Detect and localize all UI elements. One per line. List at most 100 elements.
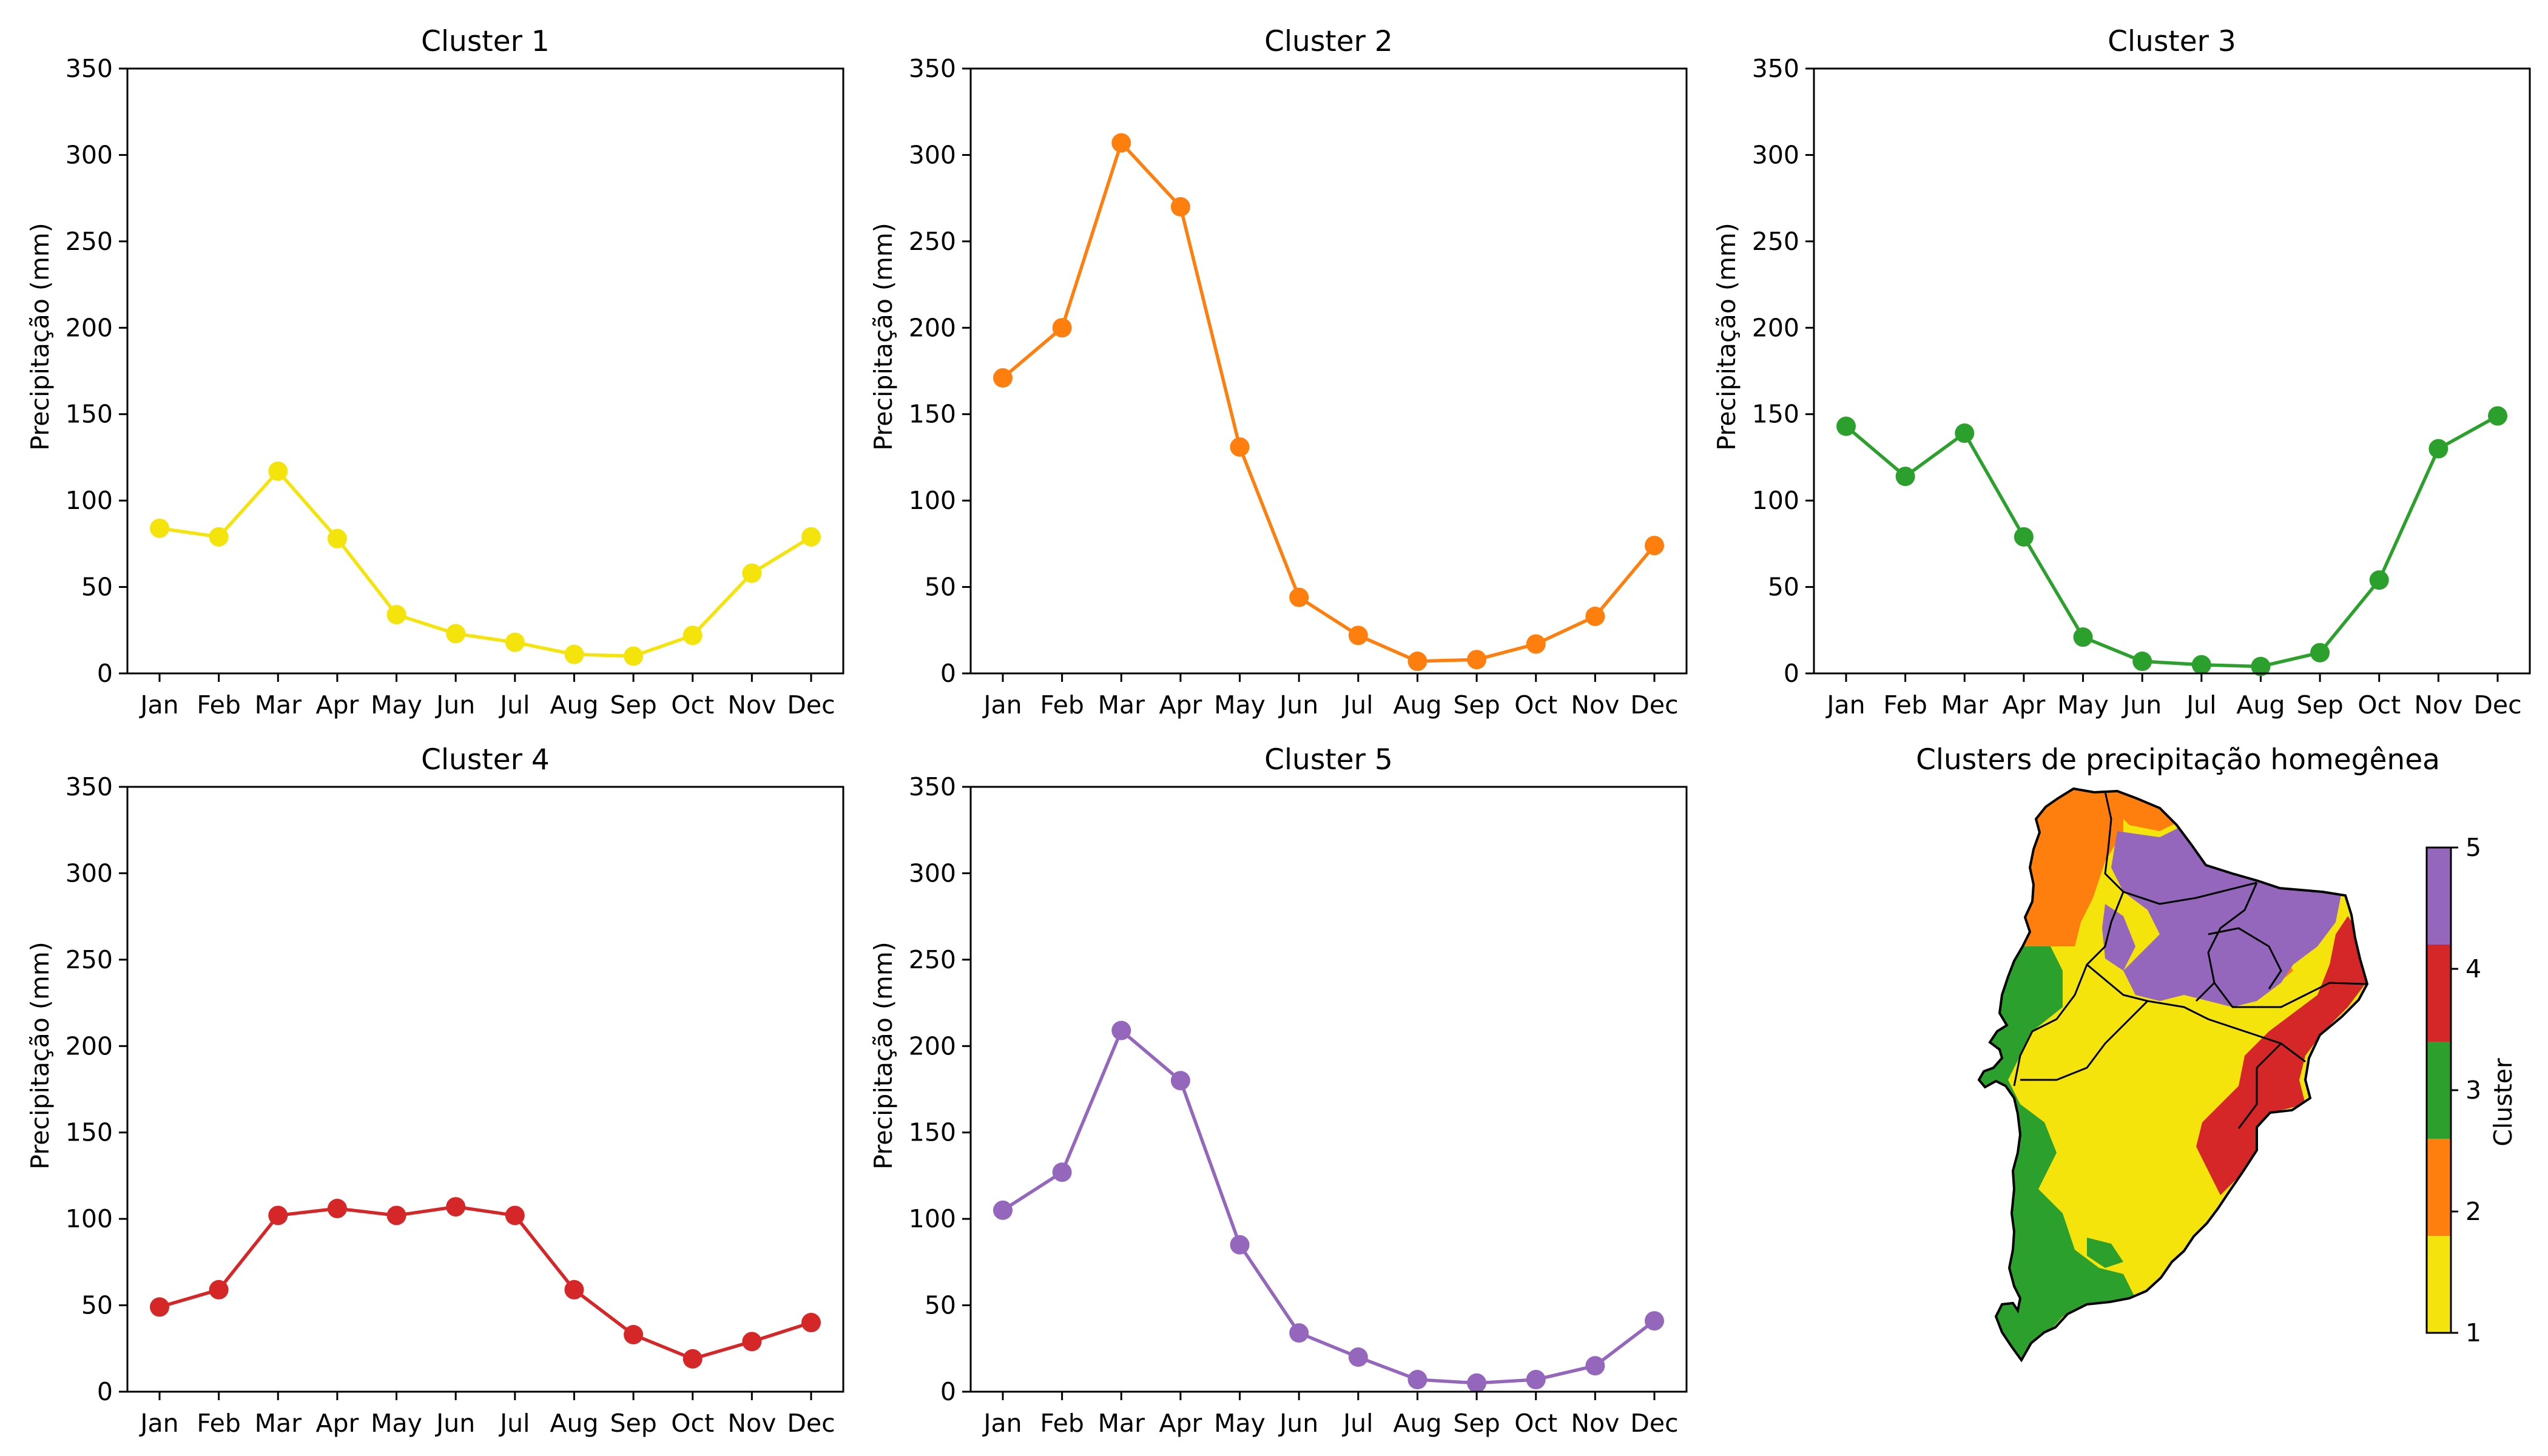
colorbar-segment — [2427, 848, 2451, 945]
x-tick-label: May — [1214, 1409, 1266, 1438]
x-tick-label: Nov — [1571, 690, 1619, 720]
y-tick-label: 200 — [66, 313, 113, 342]
x-tick-label: Sep — [2296, 690, 2343, 720]
x-tick-label: Oct — [1514, 1409, 1557, 1438]
data-point — [2132, 652, 2152, 672]
data-point — [682, 625, 703, 645]
x-tick-label: Dec — [1630, 1409, 1678, 1438]
x-tick-label: Apr — [1159, 1409, 1202, 1438]
data-point — [1526, 634, 1546, 654]
y-tick-label: 50 — [81, 573, 113, 602]
data-point — [1289, 587, 1309, 607]
y-tick-label: 350 — [909, 54, 956, 83]
colorbar-label: Cluster — [2489, 1058, 2518, 1147]
data-point — [1111, 1020, 1131, 1040]
data-point — [801, 1313, 821, 1333]
y-axis-label: Precipitação (mm) — [869, 223, 898, 450]
data-point — [1585, 1356, 1605, 1376]
x-tick-label: Jul — [498, 690, 530, 720]
x-tick-label: Jan — [982, 1409, 1022, 1438]
axes-frame — [969, 786, 1688, 1393]
y-axis-label: Precipitação (mm) — [1712, 223, 1741, 450]
y-tick-label: 350 — [66, 54, 113, 83]
chart-title: Cluster 3 — [2108, 25, 2236, 58]
data-point — [1052, 1162, 1072, 1182]
series-line — [159, 1205, 812, 1361]
colorbar-segment — [2427, 1139, 2451, 1236]
y-tick-label: 100 — [909, 1204, 956, 1233]
data-point — [1467, 1373, 1487, 1393]
x-tick-label: Feb — [197, 1409, 241, 1438]
chart-title: Cluster 1 — [421, 25, 550, 58]
y-tick-label: 150 — [909, 1118, 956, 1147]
y-tick-label: 350 — [1752, 54, 1799, 83]
x-tick-label: Mar — [1098, 690, 1145, 720]
y-tick-label: 100 — [66, 1204, 113, 1233]
y-tick-label: 200 — [909, 1031, 956, 1060]
data-point — [1645, 536, 1664, 556]
x-tick-label: Aug — [550, 690, 598, 720]
data-point — [1111, 133, 1131, 153]
data-point — [1585, 606, 1605, 626]
y-tick-label: 0 — [1784, 659, 1799, 688]
y-tick-label: 0 — [940, 1377, 956, 1406]
data-point — [2310, 642, 2330, 662]
panel-cluster-2: Cluster 2 Precipitação (mm) 0 50 100 150 200… — [869, 25, 1688, 720]
colorbar-tick-label: 1 — [2465, 1318, 2481, 1347]
chart-title: Cluster 4 — [421, 743, 550, 777]
y-tick-label: 200 — [66, 1031, 113, 1060]
data-point — [2428, 439, 2449, 459]
data-point — [1407, 1370, 1427, 1390]
y-tick-label: 300 — [909, 858, 956, 888]
y-tick-label: 100 — [1752, 486, 1799, 515]
data-point — [1170, 1071, 1190, 1091]
data-point — [1348, 625, 1368, 645]
x-tick-label: Jan — [138, 1409, 178, 1438]
x-tick-label: Apr — [1159, 690, 1202, 720]
data-point — [1836, 416, 1856, 436]
data-point — [386, 605, 406, 625]
x-tick-label: Feb — [1883, 690, 1927, 720]
data-point — [327, 1199, 347, 1219]
data-point — [268, 1205, 288, 1225]
x-tick-label: Jul — [1341, 690, 1373, 720]
region-cluster-3 — [2087, 1238, 2123, 1268]
x-tick-label: Feb — [1040, 1409, 1084, 1438]
y-tick-label: 100 — [66, 486, 113, 515]
panel-cluster-3: Cluster 3 Precipitação (mm) 0 50 100 150 200… — [1712, 25, 2531, 720]
data-point — [993, 1200, 1013, 1220]
data-point — [1230, 437, 1250, 457]
data-point — [2191, 655, 2211, 675]
x-tick-label: Mar — [255, 690, 302, 720]
data-point — [1230, 1235, 1250, 1255]
data-point — [1348, 1347, 1368, 1367]
y-tick-label: 50 — [925, 1291, 956, 1320]
data-point — [682, 1349, 703, 1369]
x-tick-label: Jul — [1341, 1409, 1373, 1438]
panel-cluster-4: Cluster 4 Precipitação (mm) 0 50 100 150 200… — [25, 743, 844, 1438]
y-tick-label: 250 — [66, 227, 113, 256]
data-point — [742, 1332, 762, 1352]
y-tick-label: 0 — [97, 659, 113, 688]
x-tick-label: Aug — [1393, 690, 1441, 720]
x-tick-label: Dec — [2473, 690, 2521, 720]
data-point — [624, 646, 644, 666]
data-point — [150, 1297, 169, 1317]
region-cluster-4 — [2196, 916, 2367, 1195]
chart-title: Cluster 5 — [1264, 743, 1393, 777]
data-point — [2488, 406, 2507, 426]
x-tick-label: Oct — [671, 1409, 714, 1438]
data-point — [2369, 570, 2389, 590]
x-tick-label: Aug — [1393, 1409, 1441, 1438]
x-tick-label: Jun — [1278, 690, 1318, 720]
region-cluster-2 — [2014, 789, 2123, 952]
y-tick-label: 250 — [909, 227, 956, 256]
x-tick-label: Oct — [1514, 690, 1557, 720]
data-point — [446, 624, 466, 644]
region-cluster-3 — [2020, 1201, 2051, 1238]
x-tick-label: Apr — [2002, 690, 2045, 720]
data-point — [993, 368, 1013, 388]
cluster-regions — [1979, 789, 2367, 1360]
y-tick-label: 150 — [66, 1118, 113, 1147]
